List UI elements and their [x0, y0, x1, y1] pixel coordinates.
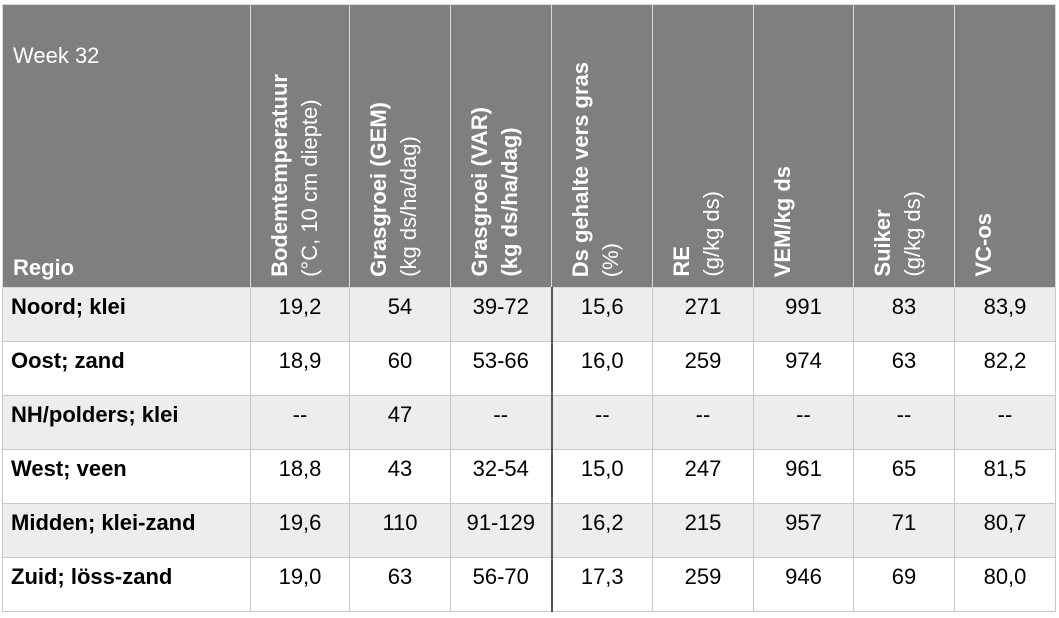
value-cell: 247 [652, 449, 754, 504]
value-cell: -- [753, 395, 854, 450]
column-header-text: Ds gehalte vers gras (%) [566, 62, 626, 277]
column-header-text: Suiker (g/kg ds) [868, 191, 928, 277]
table-row: Midden; klei-zand 19,6 110 91-129 16,2 215 957… [2, 503, 1056, 558]
table-row: Zuid; löss-zand 19,0 63 56-70 17,3 259 946 69 80… [2, 557, 1056, 612]
column-header-text: VC-os [969, 213, 999, 277]
value-cell: 56-70 [450, 557, 553, 612]
corner-cell: Week 32 Regio [2, 4, 251, 288]
region-header: Regio [13, 255, 75, 280]
value-cell: 17,3 [551, 557, 653, 612]
value-cell: 63 [853, 341, 955, 396]
value-cell: 69 [853, 557, 955, 612]
column-header: Bodemtemperatuur (°C, 10 cm diepte) [250, 4, 350, 288]
column-unit: (%) [598, 242, 623, 277]
region-cell: Zuid; löss-zand [2, 557, 251, 612]
value-cell: 16,2 [551, 503, 653, 558]
value-cell: 15,6 [551, 287, 653, 342]
column-title: Grasgroei (VAR) [467, 107, 492, 277]
column-header-text: Bodemtemperatuur (°C, 10 cm diepte) [265, 74, 325, 277]
week-label: Week 32 [13, 43, 100, 68]
table-row: Noord; klei 19,2 54 39-72 15,6 271 991 83 83,9 [2, 287, 1056, 342]
column-unit: (kg ds/ha/dag) [396, 136, 421, 277]
value-cell: 81,5 [954, 449, 1056, 504]
column-title: VC-os [971, 213, 996, 277]
value-cell: -- [853, 395, 955, 450]
value-cell: 991 [753, 287, 854, 342]
value-cell: 43 [349, 449, 451, 504]
table-body: Noord; klei 19,2 54 39-72 15,6 271 991 83 83,9 Oo… [2, 287, 1056, 612]
value-cell: 974 [753, 341, 854, 396]
value-cell: 65 [853, 449, 955, 504]
column-header: RE (g/kg ds) [652, 4, 754, 288]
column-header: Grasgroei (GEM) (kg ds/ha/dag) [349, 4, 451, 288]
column-unit: (g/kg ds) [699, 191, 724, 277]
column-title: Suiker [870, 209, 895, 277]
column-header: Grasgroei (VAR) (kg ds/ha/dag) [450, 4, 552, 288]
column-title: Ds gehalte vers gras [568, 61, 593, 277]
value-cell: 18,8 [250, 449, 350, 504]
value-cell: 957 [753, 503, 854, 558]
value-cell: 259 [652, 341, 754, 396]
region-cell: NH/polders; klei [2, 395, 251, 450]
column-unit: (g/kg ds) [900, 191, 925, 277]
region-cell: Noord; klei [2, 287, 251, 342]
value-cell: 18,9 [250, 341, 350, 396]
grass-table: Week 32 Regio Bodemtemperatuur (°C, 10 cm… [2, 4, 1056, 612]
column-header-text: RE (g/kg ds) [667, 191, 727, 277]
value-cell: 39-72 [450, 287, 553, 342]
region-cell: West; veen [2, 449, 251, 504]
table-row: NH/polders; klei -- 47 -- -- -- -- -- -- [2, 395, 1056, 450]
column-title: Grasgroei (GEM) [366, 102, 391, 277]
value-cell: 215 [652, 503, 754, 558]
column-header-text: Grasgroei (GEM) (kg ds/ha/dag) [364, 102, 424, 277]
value-cell: 54 [349, 287, 451, 342]
column-unit: (°C, 10 cm diepte) [297, 99, 322, 277]
value-cell: -- [652, 395, 754, 450]
column-header: Ds gehalte vers gras (%) [551, 4, 653, 288]
table-header: Week 32 Regio Bodemtemperatuur (°C, 10 cm… [2, 4, 1056, 288]
value-cell: 19,6 [250, 503, 350, 558]
column-title: Bodemtemperatuur [267, 74, 292, 277]
table-row: Oost; zand 18,9 60 53-66 16,0 259 974 63 82,2 [2, 341, 1056, 396]
value-cell: 16,0 [551, 341, 653, 396]
value-cell: 19,2 [250, 287, 350, 342]
value-cell: -- [954, 395, 1056, 450]
column-header-text: Grasgroei (VAR) (kg ds/ha/dag) [465, 107, 525, 277]
value-cell: 946 [753, 557, 854, 612]
value-cell: 32-54 [450, 449, 553, 504]
value-cell: 961 [753, 449, 854, 504]
region-cell: Oost; zand [2, 341, 251, 396]
value-cell: 110 [349, 503, 451, 558]
value-cell: 259 [652, 557, 754, 612]
value-cell: 80,0 [954, 557, 1056, 612]
value-cell: 53-66 [450, 341, 553, 396]
value-cell: 15,0 [551, 449, 653, 504]
value-cell: 60 [349, 341, 451, 396]
table-row: West; veen 18,8 43 32-54 15,0 247 961 65 81,5 [2, 449, 1056, 504]
value-cell: 80,7 [954, 503, 1056, 558]
header-row: Week 32 Regio Bodemtemperatuur (°C, 10 cm… [2, 4, 1056, 288]
column-unit: (kg ds/ha/dag) [497, 127, 522, 277]
column-header: VEM/kg ds [753, 4, 854, 288]
value-cell: 271 [652, 287, 754, 342]
value-cell: 47 [349, 395, 451, 450]
column-header-text: VEM/kg ds [768, 166, 798, 277]
value-cell: 82,2 [954, 341, 1056, 396]
value-cell: 83 [853, 287, 955, 342]
column-header: Suiker (g/kg ds) [853, 4, 955, 288]
column-title: RE [669, 246, 694, 277]
value-cell: 83,9 [954, 287, 1056, 342]
value-cell: -- [250, 395, 350, 450]
value-cell: 19,0 [250, 557, 350, 612]
value-cell: -- [450, 395, 553, 450]
value-cell: 63 [349, 557, 451, 612]
column-title: VEM/kg ds [770, 165, 795, 277]
value-cell: -- [551, 395, 653, 450]
value-cell: 91-129 [450, 503, 553, 558]
region-cell: Midden; klei-zand [2, 503, 251, 558]
column-header: VC-os [954, 4, 1056, 288]
value-cell: 71 [853, 503, 955, 558]
